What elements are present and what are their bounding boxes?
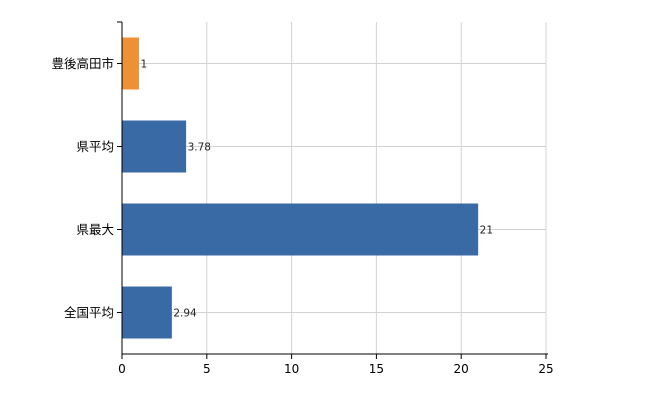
bar <box>122 37 139 90</box>
category-label: 豊後高田市 <box>51 56 114 71</box>
x-tick-label: 25 <box>538 362 553 376</box>
category-label: 県最大 <box>76 222 114 237</box>
data-label: 3.78 <box>188 142 211 154</box>
axes <box>117 21 548 359</box>
x-tick-label: 5 <box>203 362 211 376</box>
category-label: 全国平均 <box>64 305 114 320</box>
bar <box>122 286 172 339</box>
data-label: 21 <box>480 225 493 237</box>
data-label: 2.94 <box>173 308 197 320</box>
x-tick-label: 10 <box>284 362 299 376</box>
x-tick-label: 20 <box>454 362 469 376</box>
grid-lines <box>122 22 547 354</box>
bar <box>122 120 187 173</box>
x-tick-label: 15 <box>369 362 384 376</box>
x-tick-label: 0 <box>118 362 126 376</box>
bars <box>122 37 479 339</box>
category-label: 県平均 <box>76 139 114 154</box>
data-label: 1 <box>140 59 147 71</box>
bar <box>122 203 479 256</box>
